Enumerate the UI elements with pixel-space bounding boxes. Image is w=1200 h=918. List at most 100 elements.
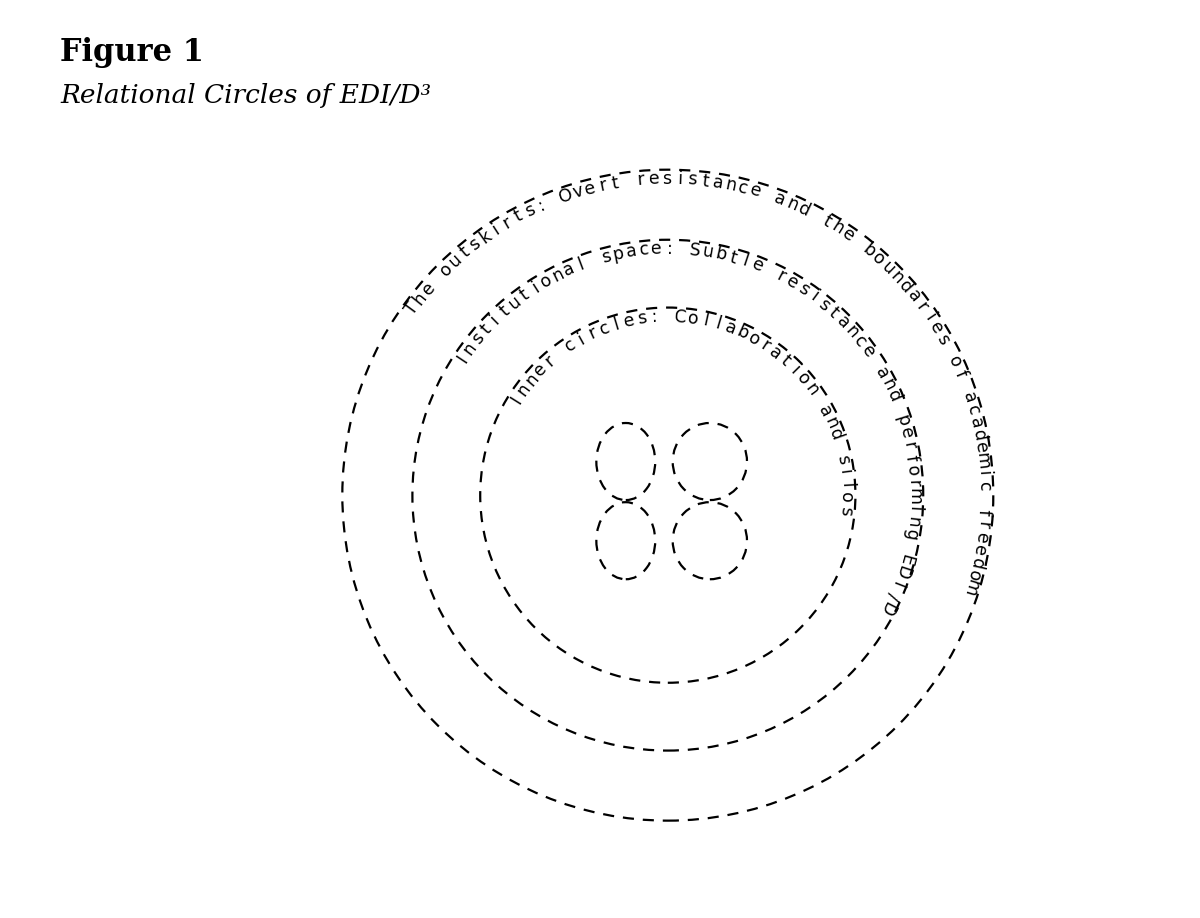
- Text: d: d: [794, 199, 812, 220]
- Text: r: r: [541, 353, 558, 370]
- Text: T: T: [402, 298, 422, 318]
- Text: a: a: [624, 241, 637, 262]
- Text: d: d: [826, 426, 846, 442]
- Text: d: d: [967, 555, 986, 570]
- Text: c: c: [562, 335, 580, 356]
- Text: C: C: [673, 308, 688, 327]
- Text: e: e: [858, 341, 878, 361]
- Text: i: i: [835, 468, 854, 476]
- Text: t: t: [778, 352, 794, 370]
- Text: n: n: [877, 375, 899, 394]
- Text: i: i: [920, 310, 938, 324]
- Text: Figure 1: Figure 1: [60, 37, 204, 68]
- Text: o: o: [436, 259, 456, 280]
- Text: c: c: [596, 318, 612, 339]
- Text: n: n: [802, 379, 822, 399]
- Text: t: t: [727, 248, 739, 267]
- Text: t: t: [701, 172, 709, 190]
- Text: n: n: [904, 516, 923, 529]
- Text: i: i: [677, 170, 683, 188]
- Text: S: S: [689, 241, 702, 260]
- Text: e: e: [971, 442, 990, 454]
- Text: a: a: [966, 416, 986, 430]
- Text: e: e: [622, 311, 636, 330]
- Text: I: I: [454, 353, 472, 366]
- Text: r: r: [598, 176, 608, 195]
- Text: r: r: [637, 171, 646, 189]
- Text: n: n: [724, 175, 738, 195]
- Text: l: l: [702, 311, 710, 330]
- Text: t: t: [511, 207, 526, 226]
- Text: l: l: [714, 315, 724, 333]
- Text: d: d: [883, 387, 904, 405]
- Text: m: m: [972, 452, 992, 470]
- Text: s: s: [662, 170, 671, 188]
- Text: n: n: [548, 264, 566, 285]
- Text: b: b: [713, 244, 728, 264]
- Text: d: d: [968, 428, 989, 442]
- Text: o: o: [904, 465, 923, 476]
- Text: b: b: [733, 322, 751, 343]
- Text: e: e: [648, 170, 660, 188]
- Text: l: l: [740, 252, 751, 271]
- Text: e: e: [926, 319, 947, 337]
- Text: s: s: [836, 505, 856, 516]
- Text: a: a: [833, 312, 853, 332]
- Text: r: r: [774, 267, 788, 286]
- Text: a: a: [815, 402, 835, 420]
- Text: s: s: [466, 234, 485, 254]
- Text: i: i: [905, 506, 923, 512]
- Text: e: e: [970, 543, 989, 557]
- Text: c: c: [737, 178, 750, 197]
- Text: a: a: [772, 189, 788, 209]
- Text: m: m: [905, 487, 923, 505]
- Text: D: D: [892, 563, 912, 581]
- Text: r: r: [973, 521, 992, 530]
- Text: n: n: [841, 321, 863, 341]
- Text: o: o: [538, 270, 556, 291]
- Text: e: e: [530, 360, 551, 380]
- Text: l: l: [576, 255, 587, 274]
- Text: s: s: [688, 171, 697, 189]
- Text: l: l: [836, 482, 856, 487]
- Text: h: h: [828, 218, 847, 239]
- Text: n: n: [521, 370, 542, 389]
- Text: n: n: [821, 414, 841, 431]
- Text: a: a: [871, 364, 893, 382]
- Text: i: i: [528, 278, 542, 297]
- Text: r: r: [499, 213, 515, 232]
- Text: k: k: [476, 226, 494, 247]
- Text: o: o: [964, 568, 984, 583]
- Text: :: :: [652, 308, 659, 326]
- Text: a: a: [712, 173, 725, 193]
- Text: t: t: [457, 243, 474, 262]
- Text: h: h: [409, 288, 431, 308]
- Text: /: /: [883, 590, 902, 602]
- Text: c: c: [962, 403, 983, 418]
- Text: m: m: [959, 577, 982, 599]
- Text: u: u: [445, 251, 466, 271]
- Text: n: n: [460, 339, 480, 358]
- Text: t: t: [517, 285, 533, 304]
- Text: :: :: [667, 240, 672, 258]
- Text: s: s: [833, 453, 852, 465]
- Text: D: D: [876, 598, 898, 618]
- Text: e: e: [839, 225, 858, 246]
- Text: r: r: [912, 298, 931, 315]
- Text: f: f: [950, 367, 970, 380]
- Text: o: o: [686, 308, 700, 328]
- Text: r: r: [757, 336, 773, 355]
- Text: a: a: [959, 390, 979, 406]
- Text: e: e: [896, 425, 916, 440]
- Text: n: n: [887, 267, 907, 287]
- Text: s: s: [815, 295, 833, 315]
- Text: e: e: [748, 181, 763, 201]
- Text: g: g: [901, 528, 920, 542]
- Text: p: p: [611, 244, 625, 263]
- Text: o: o: [838, 492, 856, 503]
- Text: i: i: [974, 471, 992, 476]
- Text: l: l: [612, 315, 622, 333]
- Text: t: t: [611, 174, 620, 193]
- Text: i: i: [787, 362, 803, 378]
- Text: i: i: [487, 311, 503, 328]
